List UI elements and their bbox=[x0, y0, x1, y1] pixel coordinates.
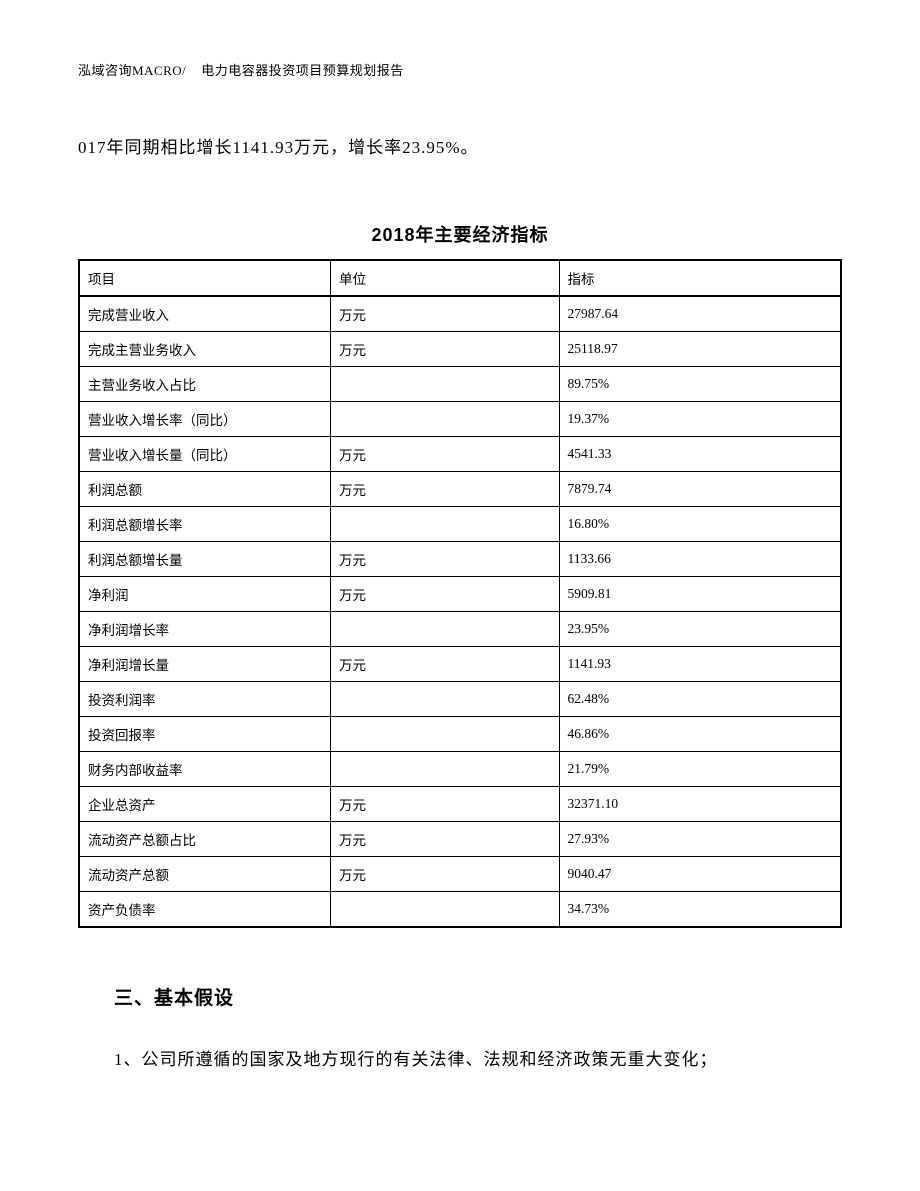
cell-value: 1141.93 bbox=[559, 647, 841, 682]
table-row: 财务内部收益率 21.79% bbox=[79, 752, 841, 787]
page-container: 泓域咨询MACRO/ 电力电容器投资项目预算规划报告 017年同期相比增长114… bbox=[0, 0, 920, 1143]
cell-item: 流动资产总额 bbox=[79, 857, 330, 892]
table-row: 投资利润率 62.48% bbox=[79, 682, 841, 717]
cell-unit bbox=[330, 612, 559, 647]
cell-value: 62.48% bbox=[559, 682, 841, 717]
cell-item: 利润总额增长量 bbox=[79, 542, 330, 577]
cell-unit bbox=[330, 507, 559, 542]
cell-item: 完成营业收入 bbox=[79, 296, 330, 332]
cell-value: 89.75% bbox=[559, 367, 841, 402]
cell-item: 净利润 bbox=[79, 577, 330, 612]
table-row: 营业收入增长率（同比） 19.37% bbox=[79, 402, 841, 437]
cell-unit bbox=[330, 402, 559, 437]
table-body: 完成营业收入 万元 27987.64 完成主营业务收入 万元 25118.97 … bbox=[79, 296, 841, 927]
cell-item: 主营业务收入占比 bbox=[79, 367, 330, 402]
cell-value: 46.86% bbox=[559, 717, 841, 752]
cell-unit: 万元 bbox=[330, 472, 559, 507]
cell-item: 净利润增长率 bbox=[79, 612, 330, 647]
cell-item: 投资回报率 bbox=[79, 717, 330, 752]
cell-unit: 万元 bbox=[330, 857, 559, 892]
cell-item: 完成主营业务收入 bbox=[79, 332, 330, 367]
cell-item: 利润总额 bbox=[79, 472, 330, 507]
cell-value: 7879.74 bbox=[559, 472, 841, 507]
cell-item: 资产负债率 bbox=[79, 892, 330, 928]
cell-unit bbox=[330, 892, 559, 928]
cell-value: 4541.33 bbox=[559, 437, 841, 472]
table-row: 利润总额增长率 16.80% bbox=[79, 507, 841, 542]
cell-value: 5909.81 bbox=[559, 577, 841, 612]
cell-item: 企业总资产 bbox=[79, 787, 330, 822]
document-header: 泓域咨询MACRO/ 电力电容器投资项目预算规划报告 bbox=[78, 60, 842, 79]
cell-value: 21.79% bbox=[559, 752, 841, 787]
economic-indicators-table: 项目 单位 指标 完成营业收入 万元 27987.64 完成主营业务收入 万元 … bbox=[78, 259, 842, 928]
cell-value: 27987.64 bbox=[559, 296, 841, 332]
column-header-value: 指标 bbox=[559, 260, 841, 296]
cell-item: 利润总额增长率 bbox=[79, 507, 330, 542]
cell-item: 营业收入增长量（同比） bbox=[79, 437, 330, 472]
column-header-unit: 单位 bbox=[330, 260, 559, 296]
table-row: 资产负债率 34.73% bbox=[79, 892, 841, 928]
cell-unit: 万元 bbox=[330, 296, 559, 332]
table-row: 投资回报率 46.86% bbox=[79, 717, 841, 752]
cell-value: 16.80% bbox=[559, 507, 841, 542]
table-header-row: 项目 单位 指标 bbox=[79, 260, 841, 296]
table-row: 利润总额增长量 万元 1133.66 bbox=[79, 542, 841, 577]
cell-item: 财务内部收益率 bbox=[79, 752, 330, 787]
section-heading-assumptions: 三、基本假设 bbox=[114, 983, 842, 1010]
cell-unit: 万元 bbox=[330, 437, 559, 472]
table-row: 流动资产总额占比 万元 27.93% bbox=[79, 822, 841, 857]
cell-value: 34.73% bbox=[559, 892, 841, 928]
cell-item: 净利润增长量 bbox=[79, 647, 330, 682]
cell-unit: 万元 bbox=[330, 332, 559, 367]
table-title: 2018年主要经济指标 bbox=[78, 221, 842, 247]
cell-value: 1133.66 bbox=[559, 542, 841, 577]
cell-item: 流动资产总额占比 bbox=[79, 822, 330, 857]
table-row: 净利润增长量 万元 1141.93 bbox=[79, 647, 841, 682]
cell-unit: 万元 bbox=[330, 542, 559, 577]
cell-unit bbox=[330, 682, 559, 717]
cell-unit: 万元 bbox=[330, 577, 559, 612]
table-row: 净利润 万元 5909.81 bbox=[79, 577, 841, 612]
table-row: 流动资产总额 万元 9040.47 bbox=[79, 857, 841, 892]
cell-value: 23.95% bbox=[559, 612, 841, 647]
cell-unit bbox=[330, 752, 559, 787]
table-row: 主营业务收入占比 89.75% bbox=[79, 367, 841, 402]
cell-unit: 万元 bbox=[330, 822, 559, 857]
cell-value: 19.37% bbox=[559, 402, 841, 437]
column-header-item: 项目 bbox=[79, 260, 330, 296]
table-row: 企业总资产 万元 32371.10 bbox=[79, 787, 841, 822]
cell-item: 营业收入增长率（同比） bbox=[79, 402, 330, 437]
cell-unit bbox=[330, 717, 559, 752]
cell-value: 32371.10 bbox=[559, 787, 841, 822]
table-row: 营业收入增长量（同比） 万元 4541.33 bbox=[79, 437, 841, 472]
table-row: 完成主营业务收入 万元 25118.97 bbox=[79, 332, 841, 367]
cell-value: 27.93% bbox=[559, 822, 841, 857]
intro-paragraph: 017年同期相比增长1141.93万元，增长率23.95%。 bbox=[78, 129, 842, 166]
cell-unit: 万元 bbox=[330, 787, 559, 822]
cell-value: 25118.97 bbox=[559, 332, 841, 367]
table-row: 净利润增长率 23.95% bbox=[79, 612, 841, 647]
cell-unit: 万元 bbox=[330, 647, 559, 682]
table-row: 利润总额 万元 7879.74 bbox=[79, 472, 841, 507]
cell-unit bbox=[330, 367, 559, 402]
table-row: 完成营业收入 万元 27987.64 bbox=[79, 296, 841, 332]
body-paragraph: 1、公司所遵循的国家及地方现行的有关法律、法规和经济政策无重大变化； bbox=[78, 1038, 842, 1082]
cell-value: 9040.47 bbox=[559, 857, 841, 892]
cell-item: 投资利润率 bbox=[79, 682, 330, 717]
